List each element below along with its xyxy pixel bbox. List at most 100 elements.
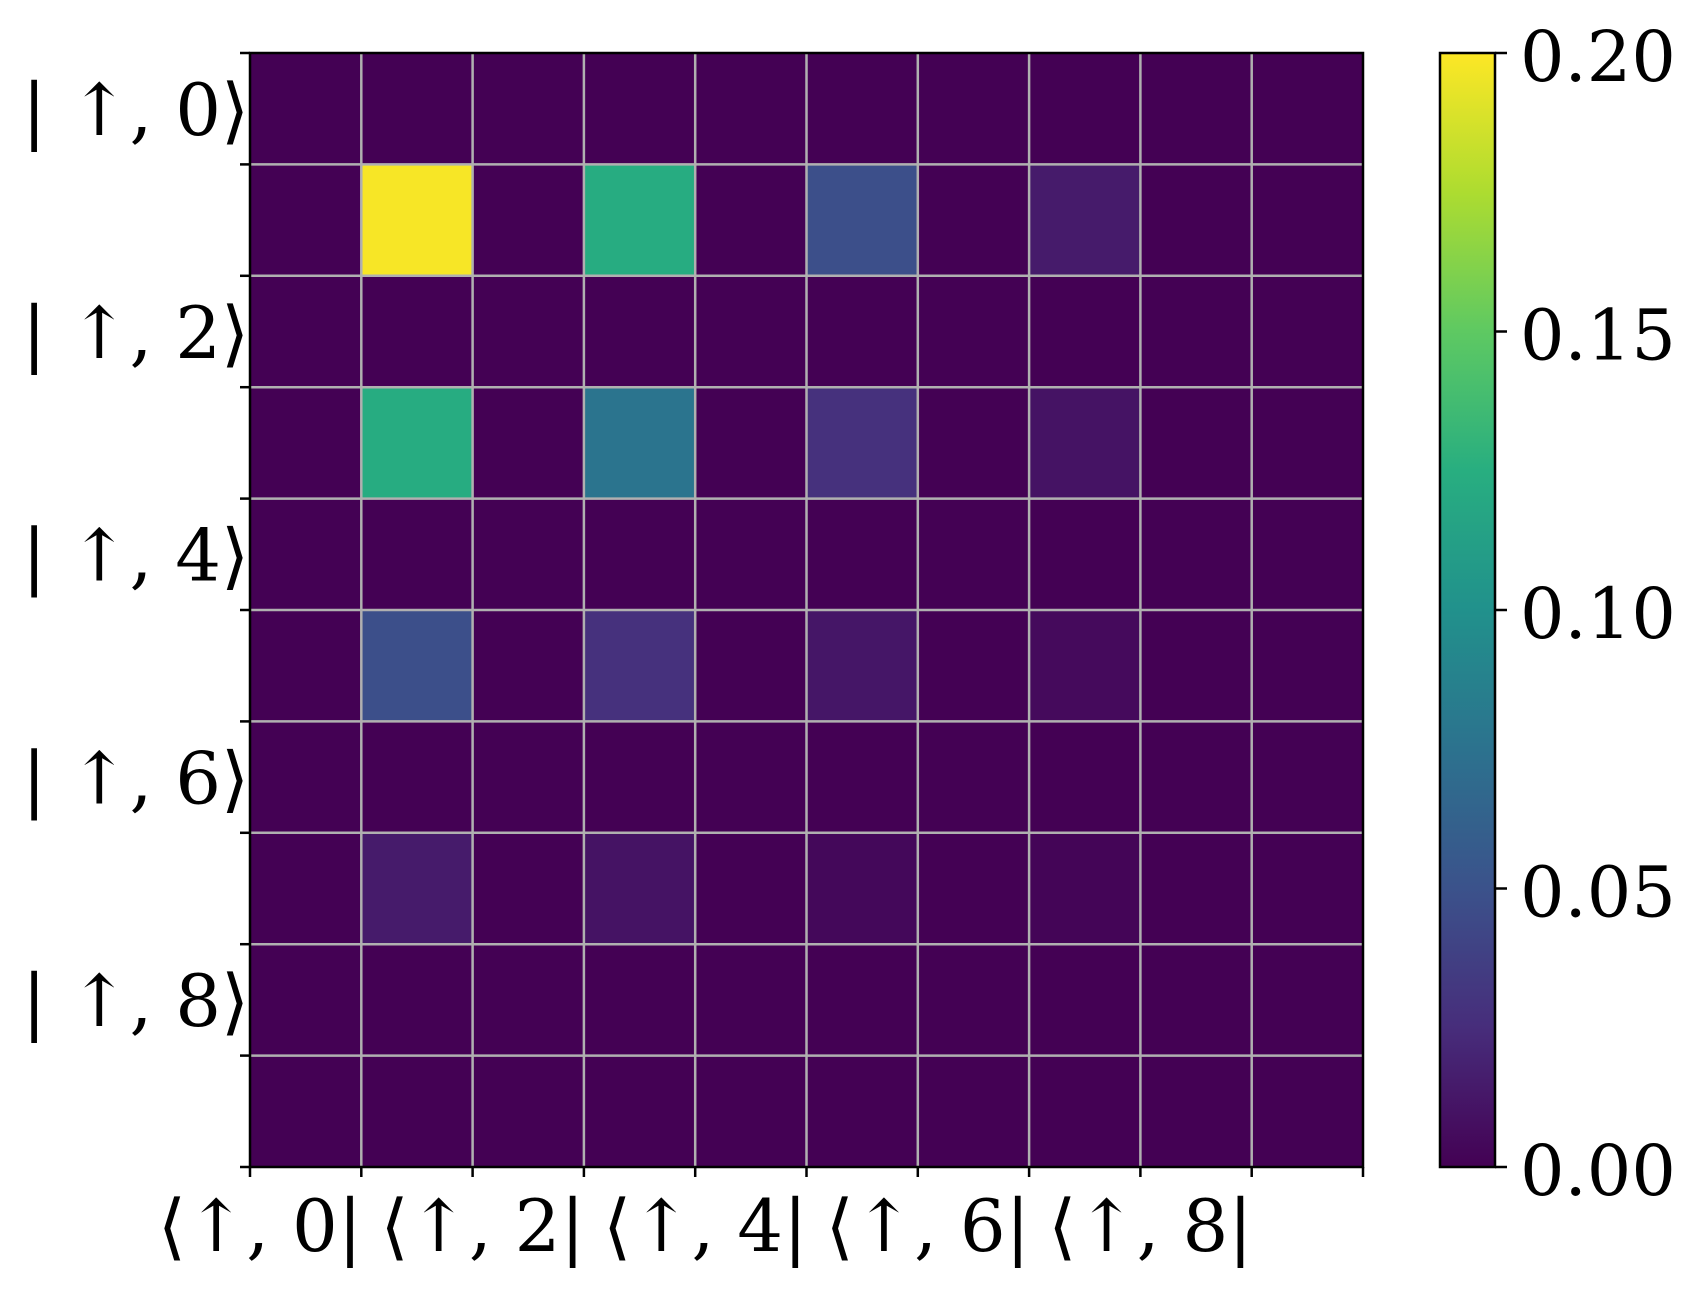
heatmap-cell bbox=[917, 164, 1030, 277]
heatmap-cell bbox=[806, 832, 919, 945]
heatmap-cell bbox=[250, 53, 362, 165]
heatmap-cell bbox=[583, 721, 696, 834]
colorbar-tick-label: 0.00 bbox=[1520, 1130, 1676, 1212]
heatmap-cell bbox=[472, 610, 585, 722]
heatmap-cell bbox=[695, 832, 807, 945]
heatmap-cell bbox=[583, 387, 696, 500]
heatmap-cell bbox=[695, 387, 807, 500]
heatmap-cell bbox=[917, 498, 1030, 611]
heatmap-cell bbox=[583, 944, 696, 1057]
heatmap-cell bbox=[1251, 275, 1364, 388]
heatmap-cell bbox=[695, 1055, 807, 1168]
heatmap-cell bbox=[472, 164, 585, 277]
heatmap-cell bbox=[250, 832, 362, 945]
heatmap-cell bbox=[806, 721, 919, 834]
y-tick-label: | ↑, 0⟩ bbox=[22, 68, 249, 152]
heatmap-cell bbox=[917, 832, 1030, 945]
x-tick-label: ⟨↑, 6| bbox=[826, 1184, 1030, 1268]
heatmap-cell bbox=[806, 610, 919, 722]
heatmap-cell bbox=[1140, 53, 1253, 165]
y-tick-label: | ↑, 2⟩ bbox=[22, 291, 249, 375]
heatmap-cell bbox=[806, 387, 919, 500]
colorbar-tick-label: 0.15 bbox=[1520, 295, 1676, 377]
x-axis: ⟨↑, 0| ⟨↑, 2| ⟨↑, 4| ⟨↑, 6| ⟨↑, 8| bbox=[158, 1167, 1365, 1268]
heatmap-cell bbox=[1029, 610, 1141, 722]
colorbar: 0.00 0.05 0.10 0.15 0.20 bbox=[1438, 16, 1676, 1212]
heatmap-cell bbox=[472, 721, 585, 834]
heatmap-cell bbox=[1029, 498, 1141, 611]
heatmap-cell bbox=[361, 387, 474, 500]
heatmap-cell bbox=[695, 610, 807, 722]
heatmap-cell bbox=[250, 721, 362, 834]
heatmap-cell bbox=[250, 275, 362, 388]
heatmap-cell bbox=[917, 610, 1030, 722]
heatmap-cell bbox=[1029, 387, 1141, 500]
heatmap-cell bbox=[1029, 275, 1141, 388]
heatmap-cell bbox=[583, 832, 696, 945]
heatmap-cell bbox=[1251, 944, 1364, 1057]
heatmap-cell bbox=[1140, 610, 1253, 722]
heatmap-cell bbox=[361, 53, 474, 165]
heatmap-cell bbox=[806, 944, 919, 1057]
heatmap-cell bbox=[1029, 721, 1141, 834]
y-tick-label: | ↑, 8⟩ bbox=[22, 959, 249, 1043]
heatmap-cell bbox=[250, 387, 362, 500]
grid-lines bbox=[250, 53, 1363, 1167]
heatmap-cell bbox=[250, 944, 362, 1057]
heatmap-cell bbox=[583, 610, 696, 722]
heatmap-cell bbox=[361, 275, 474, 388]
colorbar-tick-label: 0.10 bbox=[1520, 573, 1676, 655]
heatmap-cell bbox=[472, 53, 585, 165]
heatmap-cell bbox=[472, 944, 585, 1057]
heatmap-cell bbox=[361, 164, 474, 277]
heatmap-cell bbox=[361, 610, 474, 722]
heatmap-cell bbox=[1029, 53, 1141, 165]
colorbar-tick-label: 0.05 bbox=[1520, 852, 1676, 934]
heatmap-cell bbox=[250, 164, 362, 277]
heatmap-cell bbox=[583, 498, 696, 611]
y-tick-label: | ↑, 6⟩ bbox=[22, 736, 249, 820]
heatmap-cell bbox=[695, 53, 807, 165]
heatmap-cell bbox=[361, 944, 474, 1057]
heatmap-cell bbox=[917, 387, 1030, 500]
heatmap-cell bbox=[583, 1055, 696, 1168]
heatmap-cell bbox=[1140, 275, 1253, 388]
heatmap-cell bbox=[1140, 498, 1253, 611]
heatmap-cell bbox=[472, 275, 585, 388]
y-axis: | ↑, 0⟩ | ↑, 2⟩ | ↑, 4⟩ | ↑, 6⟩ | ↑, 8⟩ bbox=[22, 51, 250, 1169]
heatmap-cell bbox=[695, 721, 807, 834]
heatmap-cell bbox=[806, 1055, 919, 1168]
heatmap-cell bbox=[583, 164, 696, 277]
heatmap-cell bbox=[917, 275, 1030, 388]
heatmap-cell bbox=[1251, 832, 1364, 945]
heatmap-cell bbox=[1140, 944, 1253, 1057]
heatmap-cell bbox=[1140, 164, 1253, 277]
y-tick-label: | ↑, 4⟩ bbox=[22, 514, 249, 598]
colorbar-tick-label: 0.20 bbox=[1520, 16, 1676, 98]
heatmap-cell bbox=[917, 53, 1030, 165]
heatmap-cell bbox=[583, 53, 696, 165]
heatmap-cell bbox=[1029, 164, 1141, 277]
x-tick-label: ⟨↑, 4| bbox=[603, 1184, 807, 1268]
heatmap-cell bbox=[806, 53, 919, 165]
heatmap-cell bbox=[250, 498, 362, 611]
heatmap-cell bbox=[1029, 1055, 1141, 1168]
heatmap-cell bbox=[1251, 721, 1364, 834]
heatmap-cell bbox=[806, 164, 919, 277]
heatmap-cell bbox=[917, 721, 1030, 834]
heatmap-cell bbox=[695, 944, 807, 1057]
heatmap-cell bbox=[472, 498, 585, 611]
heatmap-cell bbox=[361, 1055, 474, 1168]
colorbar-gradient bbox=[1438, 51, 1497, 1169]
heatmap-cell bbox=[361, 498, 474, 611]
heatmap-cells bbox=[250, 53, 1364, 1168]
heatmap-cell bbox=[695, 164, 807, 277]
x-tick-label: ⟨↑, 2| bbox=[380, 1184, 584, 1268]
heatmap-cell bbox=[472, 387, 585, 500]
heatmap-cell bbox=[806, 498, 919, 611]
heatmap-cell bbox=[472, 1055, 585, 1168]
heatmap-cell bbox=[1251, 164, 1364, 277]
heatmap-cell bbox=[1251, 387, 1364, 500]
heatmap-cell bbox=[917, 1055, 1030, 1168]
